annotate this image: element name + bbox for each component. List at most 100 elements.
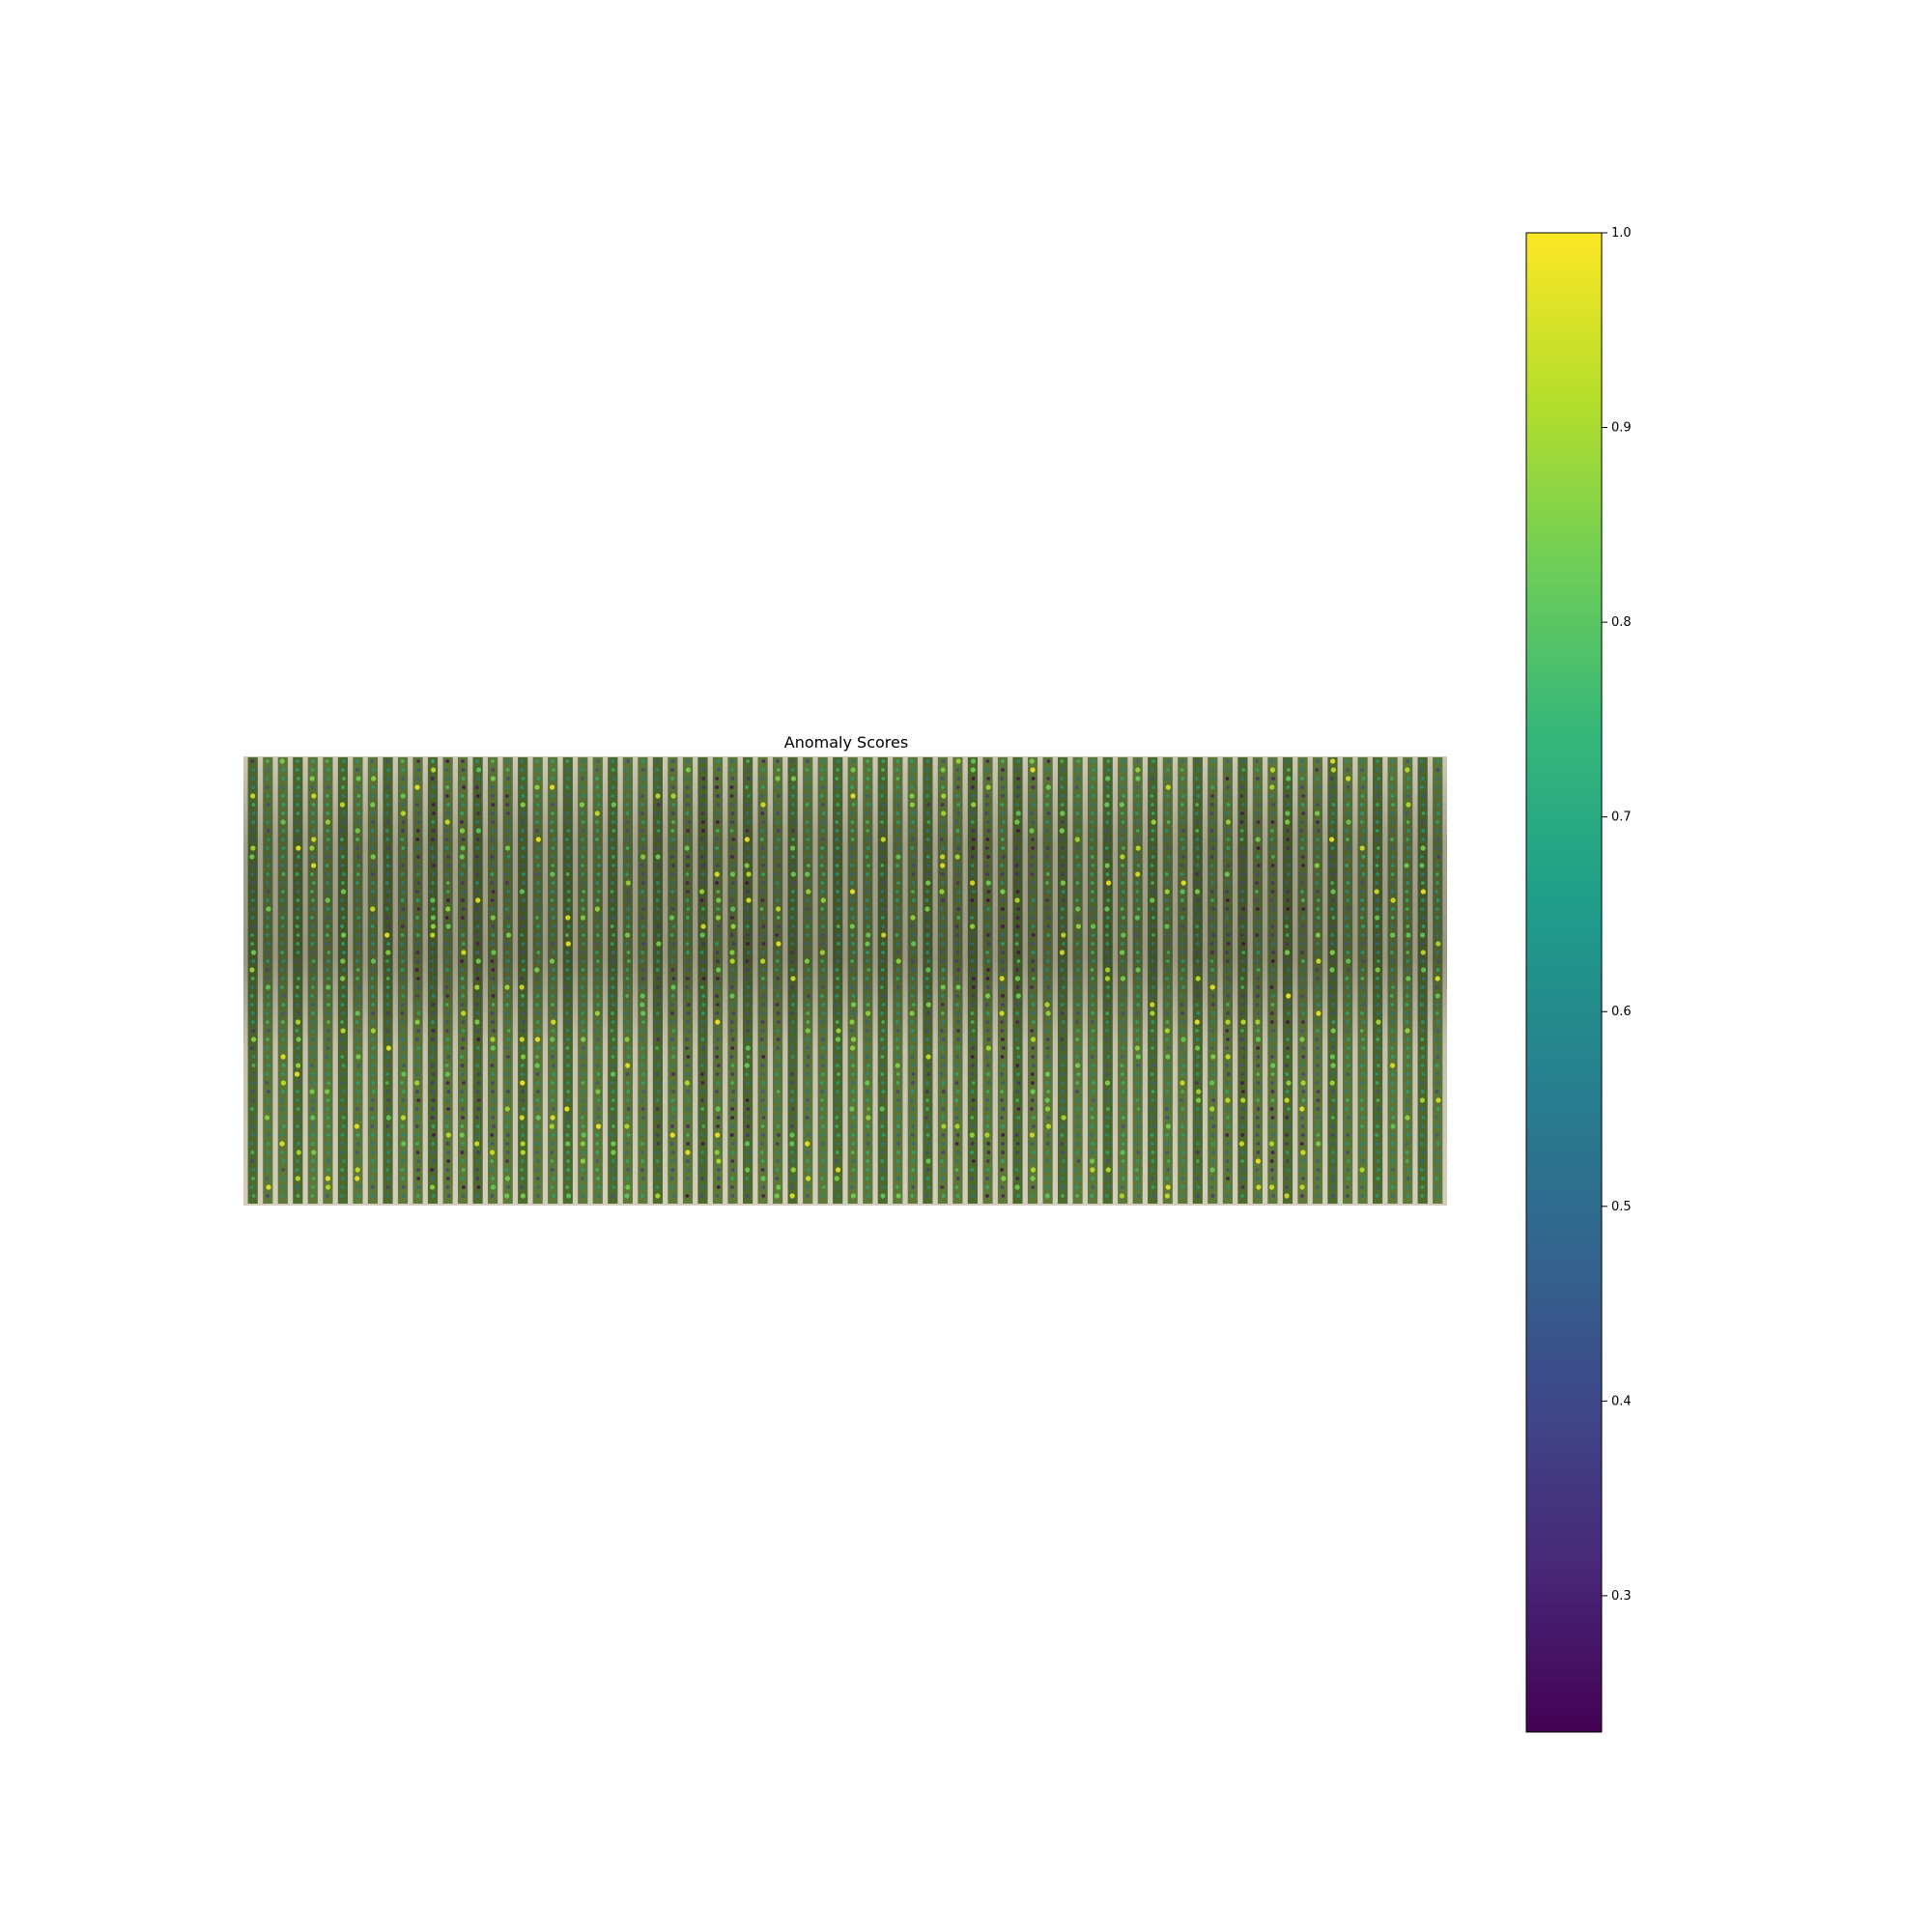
anomaly-point: [745, 1090, 750, 1094]
anomaly-point: [1136, 820, 1141, 824]
anomaly-point: [1391, 855, 1396, 859]
anomaly-point: [1180, 1194, 1185, 1198]
anomaly-point: [251, 864, 256, 867]
anomaly-point: [1151, 1116, 1154, 1120]
anomaly-point: [1241, 759, 1246, 763]
anomaly-point: [881, 1003, 886, 1007]
anomaly-point: [1406, 1177, 1410, 1180]
anomaly-point: [1032, 1124, 1036, 1128]
anomaly-point: [1060, 907, 1065, 911]
anomaly-point: [266, 1055, 270, 1059]
anomaly-point: [1256, 1090, 1261, 1094]
anomaly-point: [1015, 1064, 1020, 1067]
anomaly-point: [1151, 855, 1155, 859]
anomaly-point: [731, 1098, 735, 1102]
anomaly-point: [1436, 959, 1440, 963]
anomaly-point: [266, 1003, 270, 1007]
anomaly-point: [355, 1020, 359, 1024]
anomaly-point: [431, 1090, 435, 1094]
anomaly-point: [1346, 1064, 1350, 1067]
anomaly-point: [566, 890, 571, 894]
anomaly-point: [506, 820, 511, 824]
anomaly-point: [1256, 1151, 1261, 1154]
anomaly-point: [1135, 1142, 1140, 1146]
anomaly-point: [971, 1098, 976, 1102]
anomaly-point: [851, 1142, 856, 1146]
anomaly-point: [747, 855, 751, 859]
anomaly-point: [761, 759, 766, 763]
anomaly-point: [1224, 871, 1230, 877]
anomaly-point: [1105, 1020, 1109, 1024]
anomaly-point: [626, 1090, 631, 1094]
anomaly-point: [820, 933, 825, 937]
anomaly-point: [1405, 1028, 1410, 1034]
anomaly-point: [536, 1185, 541, 1189]
anomaly-point: [505, 803, 510, 807]
anomaly-point: [1361, 855, 1366, 859]
anomaly-point: [310, 1107, 315, 1111]
anomaly-point: [341, 916, 346, 920]
anomaly-point: [1150, 794, 1154, 798]
anomaly-point: [715, 994, 719, 998]
anomaly-point: [281, 768, 286, 772]
anomaly-point: [685, 942, 690, 946]
anomaly-point: [924, 977, 929, 980]
anomaly-point: [730, 916, 734, 920]
anomaly-point: [866, 1142, 870, 1146]
anomaly-point: [476, 1151, 480, 1154]
anomaly-point: [1016, 959, 1021, 963]
anomaly-point: [880, 829, 885, 833]
anomaly-point: [716, 1116, 721, 1120]
anomaly-point: [551, 916, 555, 920]
field-map: [243, 756, 1447, 1206]
anomaly-point: [565, 872, 570, 876]
anomaly-point: [461, 1177, 465, 1180]
anomaly-point: [1239, 794, 1244, 798]
anomaly-point: [1074, 1168, 1079, 1172]
anomaly-point: [445, 768, 449, 772]
anomaly-point: [1031, 951, 1036, 954]
anomaly-point: [295, 924, 299, 928]
anomaly-point: [1270, 1072, 1275, 1076]
anomaly-point: [296, 1124, 300, 1128]
anomaly-point: [1075, 1020, 1079, 1024]
anomaly-point: [984, 1107, 989, 1111]
anomaly-point: [985, 784, 991, 790]
anomaly-point: [370, 1055, 375, 1059]
anomaly-point: [536, 881, 540, 885]
anomaly-point: [1030, 907, 1035, 911]
anomaly-point: [535, 898, 539, 902]
anomaly-point: [791, 855, 795, 859]
anomaly-point: [1135, 942, 1140, 946]
anomaly-point: [266, 906, 271, 912]
anomaly-point: [582, 994, 585, 998]
anomaly-point: [1181, 907, 1185, 911]
anomaly-point: [296, 1003, 299, 1007]
anomaly-point: [1406, 1055, 1410, 1059]
anomaly-point: [310, 942, 315, 946]
anomaly-point: [371, 820, 376, 824]
anomaly-point: [655, 898, 660, 902]
anomaly-point: [866, 959, 870, 963]
anomaly-point: [1225, 1064, 1230, 1067]
anomaly-point: [1031, 1185, 1036, 1189]
anomaly-point: [836, 916, 839, 920]
anomaly-point: [880, 1072, 885, 1076]
anomaly-point: [1136, 1151, 1141, 1154]
anomaly-point: [1375, 1133, 1379, 1137]
anomaly-point: [880, 977, 885, 980]
anomaly-point: [895, 829, 900, 833]
anomaly-point: [552, 977, 555, 980]
anomaly-point: [1151, 838, 1154, 841]
anomaly-point: [1375, 881, 1379, 885]
anomaly-point: [460, 881, 465, 885]
anomaly-point: [582, 942, 585, 946]
anomaly-point: [1225, 907, 1230, 911]
anomaly-point: [475, 1011, 480, 1015]
anomaly-point: [865, 1029, 869, 1033]
anomaly-point: [311, 881, 316, 885]
anomaly-point: [745, 907, 750, 911]
anomaly-point: [341, 785, 345, 789]
anomaly-point: [1330, 1116, 1335, 1120]
anomaly-point: [474, 855, 479, 859]
